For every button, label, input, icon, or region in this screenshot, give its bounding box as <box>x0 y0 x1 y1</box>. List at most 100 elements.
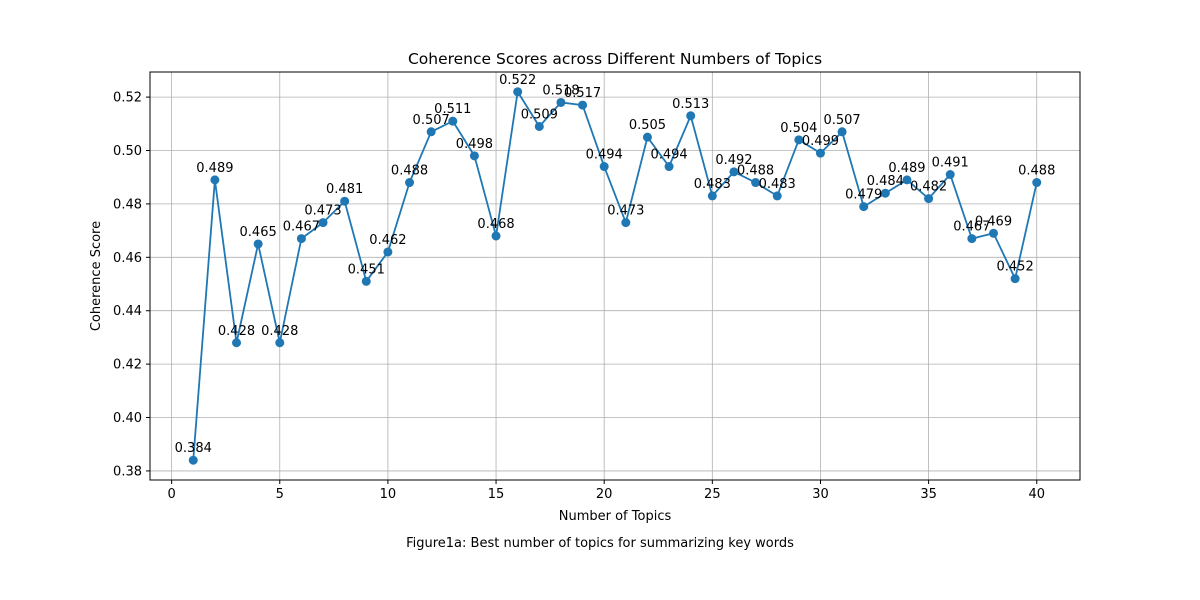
x-axis-label: Number of Topics <box>559 509 672 524</box>
series-coherence <box>188 87 1042 465</box>
data-label: 0.507 <box>823 113 860 128</box>
figure-caption: Figure1a: Best number of topics for summ… <box>406 536 794 551</box>
data-point <box>188 455 198 465</box>
y-tick-label: 0.52 <box>113 91 142 106</box>
data-label: 0.428 <box>261 324 298 339</box>
x-tick-label: 25 <box>704 487 721 502</box>
data-point <box>967 234 977 244</box>
data-label: 0.507 <box>413 113 450 128</box>
data-point <box>794 135 804 145</box>
data-label: 0.481 <box>326 182 363 197</box>
data-label: 0.489 <box>196 161 233 176</box>
data-point <box>772 191 782 201</box>
data-point <box>686 111 696 121</box>
data-point <box>642 132 652 142</box>
data-point <box>426 127 436 137</box>
data-label: 0.468 <box>477 217 514 232</box>
data-label: 0.467 <box>953 220 990 235</box>
data-label: 0.517 <box>564 86 601 101</box>
data-point <box>945 170 955 180</box>
data-point <box>621 218 631 228</box>
data-point <box>729 167 739 177</box>
y-tick-label: 0.38 <box>113 464 142 479</box>
data-label: 0.522 <box>499 73 536 88</box>
data-point <box>707 191 717 201</box>
data-point <box>513 87 523 97</box>
x-tick-label: 0 <box>167 487 175 502</box>
data-label: 0.494 <box>650 148 687 163</box>
data-labels: 0.3840.4890.4280.4650.4280.4670.4730.481… <box>175 73 1056 456</box>
data-label: 0.483 <box>694 177 731 192</box>
data-label: 0.489 <box>888 161 925 176</box>
data-point <box>988 228 998 238</box>
data-label: 0.465 <box>240 225 277 240</box>
data-point <box>924 194 934 204</box>
x-tick-label: 20 <box>596 487 613 502</box>
x-tick-label: 35 <box>920 487 937 502</box>
data-point <box>880 188 890 198</box>
data-label: 0.494 <box>586 148 623 163</box>
data-point <box>383 247 393 257</box>
data-point <box>859 202 869 212</box>
data-point <box>751 178 761 188</box>
data-point <box>837 127 847 137</box>
data-point <box>275 338 285 348</box>
x-tick-label: 15 <box>488 487 505 502</box>
data-label: 0.511 <box>434 102 471 117</box>
data-label: 0.479 <box>845 188 882 203</box>
data-label: 0.469 <box>975 214 1012 229</box>
data-point <box>1032 178 1042 188</box>
y-tick-label: 0.50 <box>113 144 142 159</box>
data-point <box>405 178 415 188</box>
y-tick-label: 0.44 <box>113 304 142 319</box>
data-label: 0.483 <box>759 177 796 192</box>
x-tick-label: 5 <box>276 487 284 502</box>
data-point <box>318 218 328 228</box>
plot-area-frame <box>149 71 1081 481</box>
data-label: 0.491 <box>932 156 969 171</box>
series-line <box>192 90 1038 461</box>
data-label: 0.505 <box>629 118 666 133</box>
data-label: 0.488 <box>391 164 428 179</box>
data-point <box>664 162 674 172</box>
data-point <box>340 196 350 206</box>
x-tick-label: 30 <box>812 487 829 502</box>
data-label: 0.513 <box>672 97 709 112</box>
data-label: 0.518 <box>542 83 579 98</box>
y-axis-label: Coherence Score <box>89 221 104 331</box>
data-point <box>210 175 220 185</box>
data-label: 0.488 <box>1018 164 1055 179</box>
data-label: 0.488 <box>737 164 774 179</box>
data-point <box>469 151 479 161</box>
data-label: 0.384 <box>175 441 212 456</box>
data-label: 0.504 <box>780 121 817 136</box>
grid-lines <box>150 72 1080 480</box>
x-tick-label: 40 <box>1028 487 1045 502</box>
data-label: 0.451 <box>348 262 385 277</box>
data-point <box>578 100 588 110</box>
data-label: 0.499 <box>802 134 839 149</box>
data-point <box>599 162 609 172</box>
data-label: 0.484 <box>867 174 904 189</box>
y-tick-label: 0.48 <box>113 197 142 212</box>
data-point <box>491 231 501 241</box>
data-label: 0.492 <box>715 153 752 168</box>
y-tick-label: 0.46 <box>113 251 142 266</box>
data-point <box>232 338 242 348</box>
data-label: 0.473 <box>304 204 341 219</box>
data-label: 0.467 <box>283 220 320 235</box>
x-tick-label: 10 <box>380 487 397 502</box>
data-point <box>253 239 263 249</box>
data-point <box>361 276 371 286</box>
data-label: 0.428 <box>218 324 255 339</box>
data-point <box>534 121 544 131</box>
y-tick-label: 0.42 <box>113 358 142 373</box>
data-label: 0.473 <box>607 204 644 219</box>
data-label: 0.482 <box>910 180 947 195</box>
data-point <box>815 148 825 158</box>
data-point <box>296 234 306 244</box>
data-point <box>556 97 566 107</box>
data-point <box>902 175 912 185</box>
